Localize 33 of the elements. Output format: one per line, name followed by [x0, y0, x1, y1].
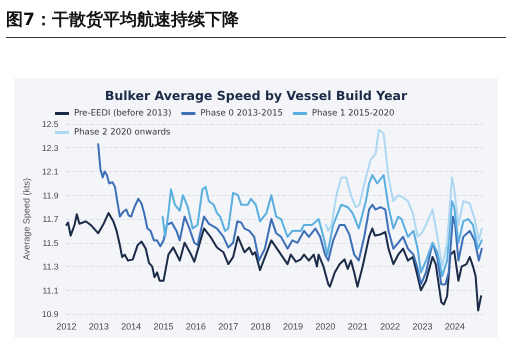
legend-label: Phase 2 2020 onwards [74, 128, 172, 138]
line-series [65, 212, 482, 312]
y-tick-label: 11.9 [42, 190, 59, 200]
x-tick-label: 2014 [121, 322, 142, 332]
x-tick-label: 2018 [250, 322, 271, 332]
legend-label: Pre-EEDI (before 2013) [74, 108, 172, 118]
y-axis-title: Average Speed (kts) [22, 178, 32, 260]
chart-title: 图7：干散货平均航速持续下降 [6, 8, 506, 38]
y-tick-label: 12.1 [42, 166, 59, 176]
y-tick-label: 11.5 [42, 238, 59, 248]
legend-label: Phase 1 2015-2020 [312, 108, 394, 118]
x-tick-label: 2017 [218, 322, 238, 332]
x-tick-label: 2023 [412, 322, 433, 332]
y-tick-label: 10.9 [42, 309, 59, 319]
x-tick-label: 2021 [348, 322, 368, 332]
y-tick-label: 11.7 [42, 214, 59, 224]
y-tick-label: 12.5 [42, 119, 59, 129]
line-series [162, 174, 483, 277]
chart-subtitle: Bulker Average Speed by Vessel Build Year [104, 88, 408, 103]
x-tick-label: 2016 [186, 322, 206, 332]
legend-label: Phase 0 2013-2015 [200, 108, 283, 118]
y-tick-label: 11.3 [42, 262, 59, 272]
line-series [325, 128, 483, 268]
y-tick-label: 12.3 [42, 142, 59, 153]
x-tick-label: 2013 [88, 322, 109, 332]
x-tick-label: 2019 [283, 322, 304, 332]
x-tick-label: 2022 [380, 322, 400, 332]
y-tick-label: 11.1 [42, 285, 59, 296]
line-series [97, 143, 483, 286]
x-tick-label: 2015 [154, 322, 174, 332]
x-tick-label: 2020 [315, 322, 336, 332]
x-tick-label: 2024 [444, 322, 465, 332]
x-tick-label: 2012 [56, 322, 76, 332]
